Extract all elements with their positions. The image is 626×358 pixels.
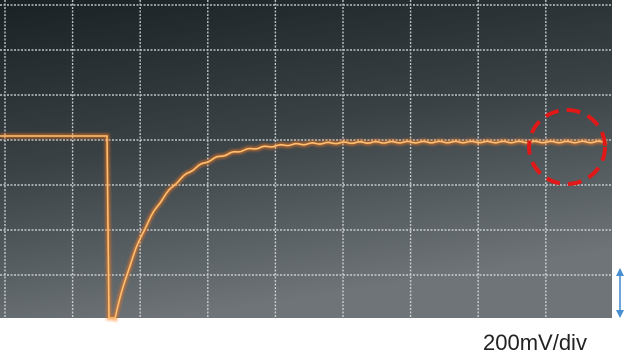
scale-label: 200mV/div <box>483 330 587 355</box>
screenshot: 200mV/div <box>0 0 626 358</box>
page: 200mV/div (() => { const data = JSON.par… <box>0 0 626 358</box>
scope-screen <box>0 0 612 318</box>
scale-arrow <box>616 268 624 318</box>
